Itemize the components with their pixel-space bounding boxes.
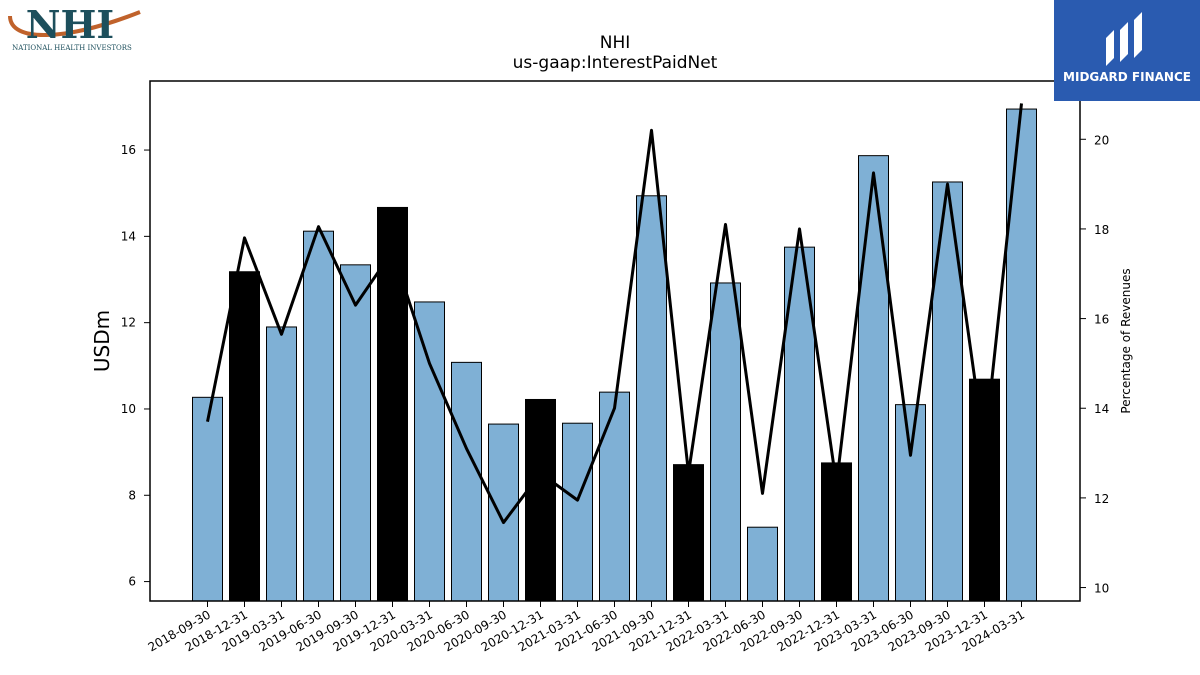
bar <box>673 464 704 602</box>
y-tick-label: 12 <box>121 316 136 330</box>
chart-subtitle: us-gaap:InterestPaidNet <box>513 53 718 73</box>
nhi-logo: NHI NATIONAL HEALTH INVESTORS <box>8 2 141 52</box>
chart-title: NHI <box>600 33 631 53</box>
midgard-mark-right <box>1134 12 1142 58</box>
bar <box>599 391 630 602</box>
bar <box>932 181 963 602</box>
bar <box>710 282 741 602</box>
bar <box>747 526 778 602</box>
y-axis-label: USDm <box>90 310 114 372</box>
y2-tick-label: 14 <box>1094 402 1109 416</box>
bar <box>488 423 519 602</box>
bar <box>229 271 260 602</box>
y2-axis-ticks: 10 12 14 16 18 20 <box>1080 133 1109 596</box>
bar <box>377 206 408 602</box>
midgard-mark-left <box>1106 30 1114 66</box>
y-tick-label: 8 <box>128 488 136 502</box>
bar <box>340 264 371 602</box>
bar <box>636 195 667 602</box>
nhi-logo-swoosh <box>8 10 141 37</box>
y2-tick-label: 18 <box>1094 223 1109 237</box>
bar-series <box>192 108 1037 602</box>
y2-tick-label: 20 <box>1094 133 1109 147</box>
y-tick-label: 6 <box>128 575 136 589</box>
midgard-finance-logo: MIDGARD FINANCE <box>1054 0 1200 101</box>
y-tick-label: 10 <box>121 402 136 416</box>
y-tick-label: 16 <box>121 143 136 157</box>
midgard-mark-center <box>1120 22 1128 62</box>
x-axis-ticks: 2018-09-302018-12-312019-03-312019-06-30… <box>146 601 1027 654</box>
bar <box>303 230 334 602</box>
y-tick-label: 14 <box>121 229 136 243</box>
y-axis-ticks: 6 8 10 12 14 16 <box>121 143 150 589</box>
y2-tick-label: 12 <box>1094 492 1109 506</box>
y2-tick-label: 10 <box>1094 582 1109 596</box>
percentage-line <box>206 103 1023 525</box>
y2-tick-label: 16 <box>1094 313 1109 327</box>
bar <box>266 326 297 602</box>
bar <box>858 155 889 602</box>
bar <box>192 396 223 602</box>
bar <box>525 398 556 602</box>
nhi-logo-text: NHI <box>26 2 114 47</box>
bar <box>1006 108 1037 602</box>
bar <box>562 422 593 602</box>
midgard-logo-text: MIDGARD FINANCE <box>1063 70 1191 84</box>
bar <box>414 301 445 602</box>
bar <box>451 361 482 602</box>
bar <box>969 378 1000 602</box>
nhi-logo-tagline: NATIONAL HEALTH INVESTORS <box>12 44 132 52</box>
bar <box>895 404 926 602</box>
line-series <box>206 103 1023 525</box>
y2-axis-label: Percentage of Revenues <box>1119 268 1133 413</box>
